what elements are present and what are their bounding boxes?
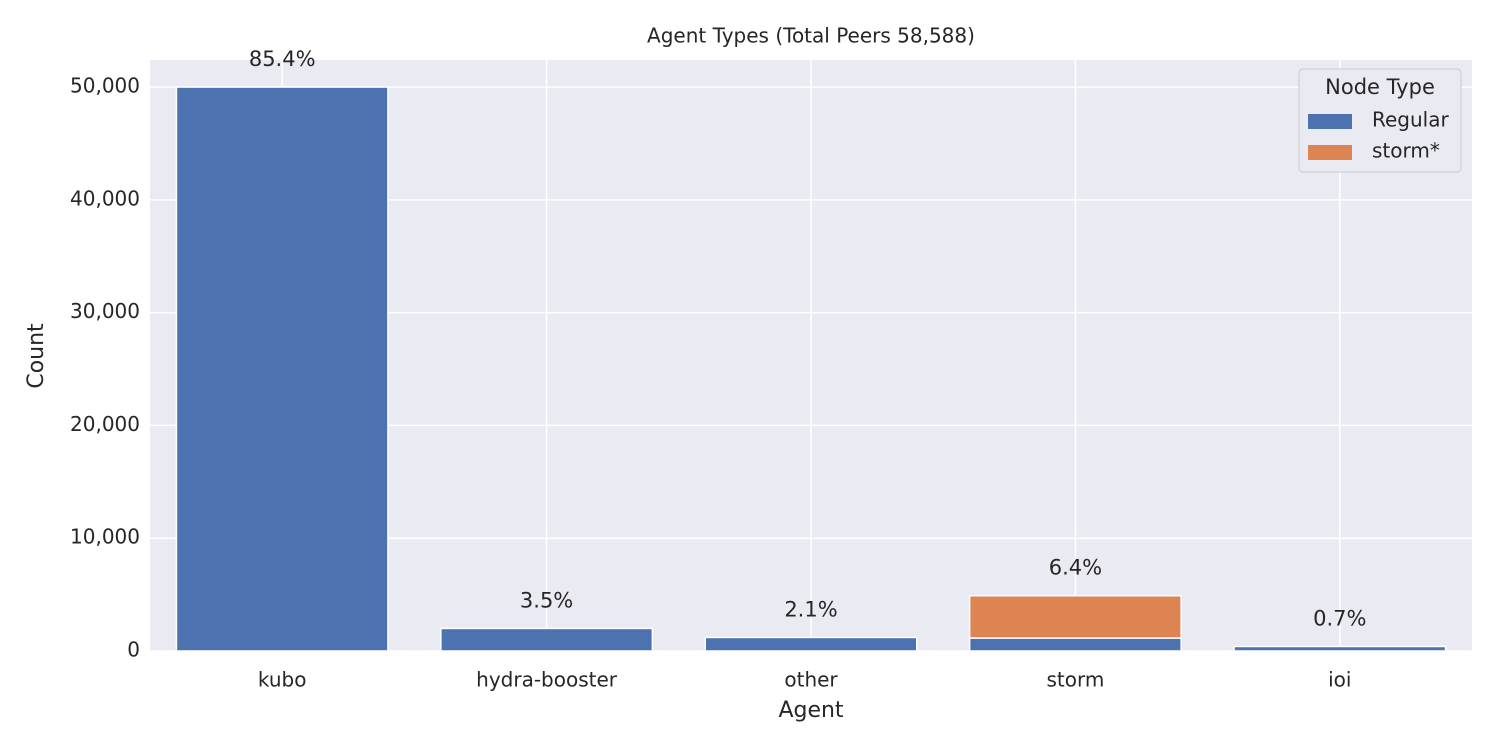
bars: 85.4%3.5%2.1%2.0%0.7%6.4% — [175, 47, 1447, 652]
bar-label: 85.4% — [249, 47, 316, 71]
x-tick-label: hydra-booster — [476, 668, 618, 692]
bar-segment — [175, 86, 389, 652]
bar-label: 0.7% — [1313, 606, 1366, 630]
legend-label: storm* — [1372, 139, 1440, 163]
y-tick-label: 10,000 — [70, 525, 140, 549]
x-tick-label: kubo — [258, 668, 307, 692]
legend-swatch — [1308, 145, 1352, 160]
y-axis-label: Count — [24, 323, 49, 389]
bar-segment — [440, 627, 654, 652]
x-tick-label: other — [784, 668, 838, 692]
legend-title: Node Type — [1325, 75, 1435, 99]
y-tick-label: 0 — [127, 638, 140, 662]
y-tick-label: 20,000 — [70, 412, 140, 436]
y-tick-label: 30,000 — [70, 299, 140, 323]
bar-label: 6.4% — [1049, 556, 1102, 580]
x-tick-label: ioi — [1328, 668, 1351, 692]
x-tick-label: storm — [1046, 668, 1104, 692]
y-tick-label: 50,000 — [70, 74, 140, 98]
y-tick-label: 40,000 — [70, 186, 140, 210]
bar-segment — [968, 637, 1182, 652]
bar-label: 2.1% — [784, 597, 837, 621]
legend-swatch — [1308, 114, 1352, 129]
bar-segment — [1233, 645, 1447, 652]
legend: Node Type Regular storm* — [1298, 68, 1462, 173]
bar-label: 3.5% — [520, 588, 573, 612]
x-axis-label: Agent — [778, 698, 843, 723]
bar-segment — [704, 636, 918, 652]
chart-title: Agent Types (Total Peers 58,588) — [647, 24, 975, 48]
bar-segment — [968, 594, 1182, 639]
legend-label: Regular — [1372, 108, 1449, 132]
